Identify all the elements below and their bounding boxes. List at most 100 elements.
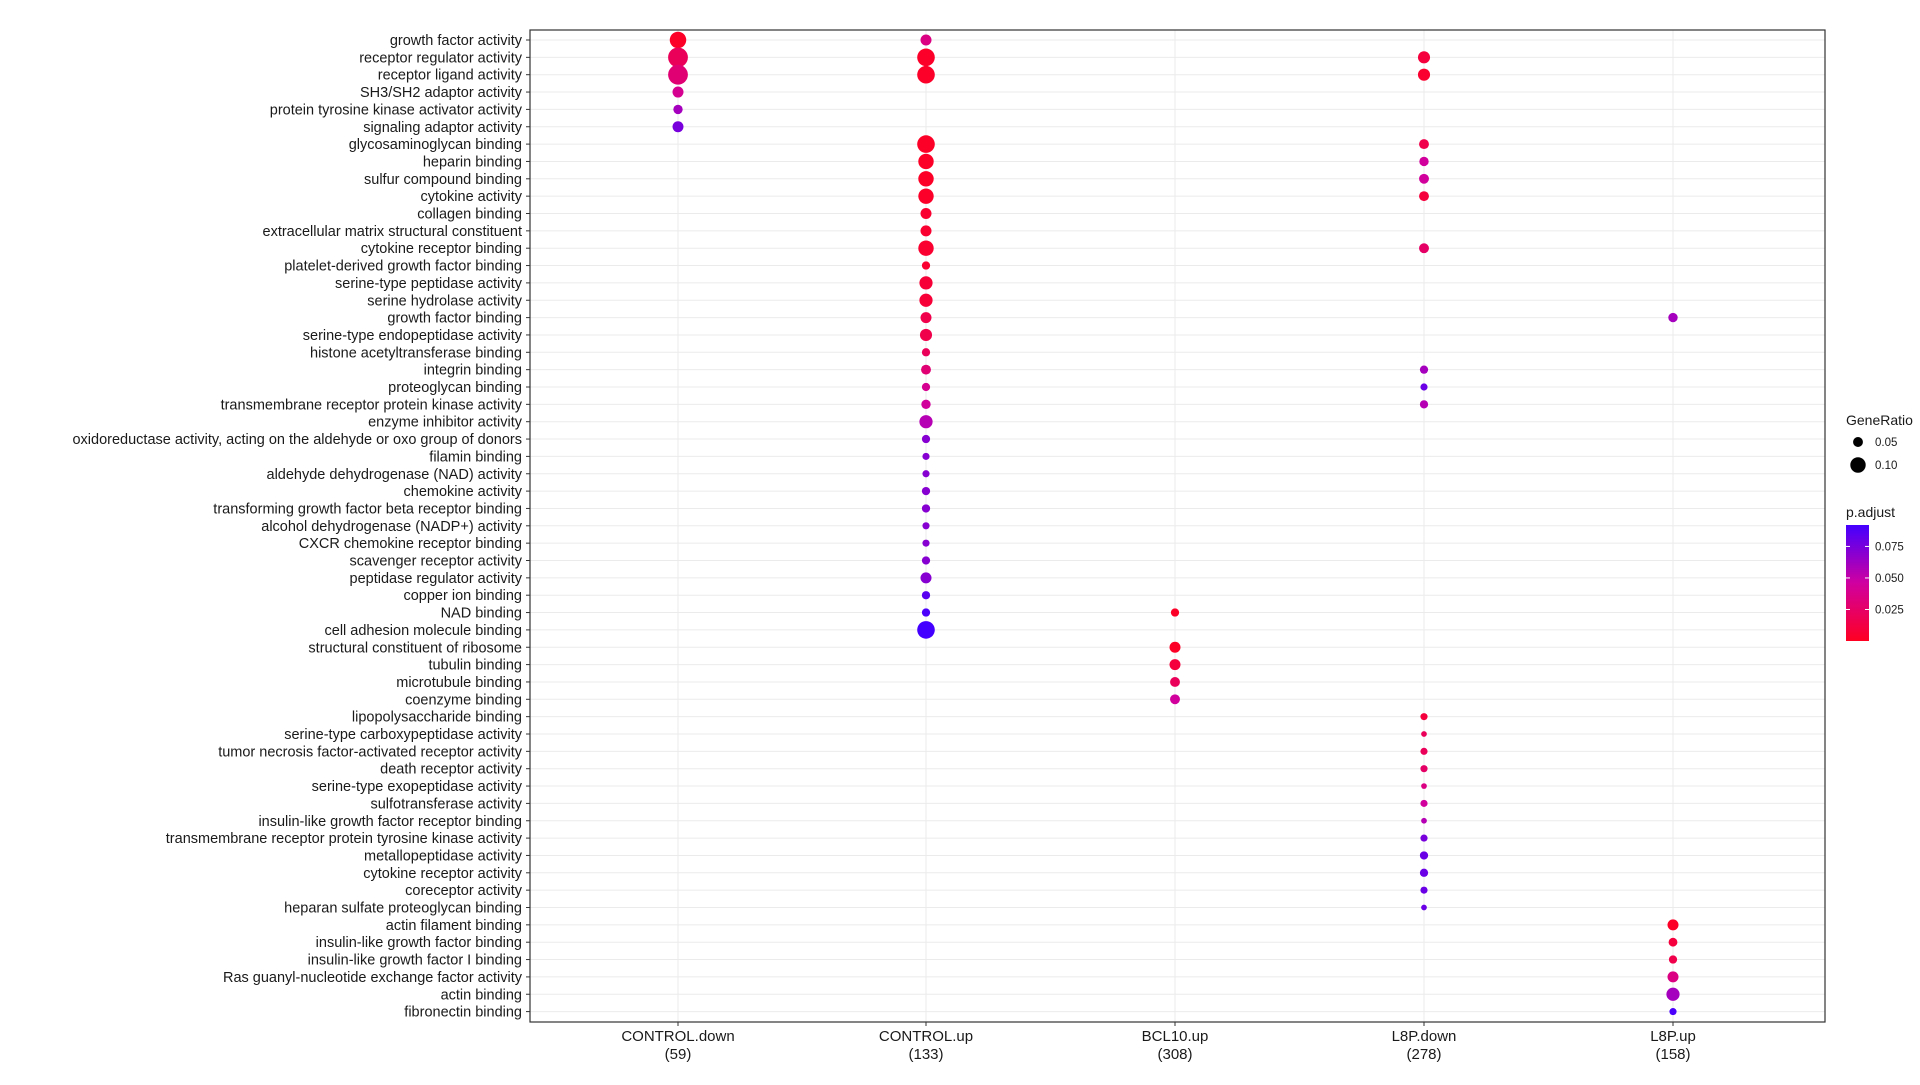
y-tick-label: structural constituent of ribosome: [308, 640, 522, 656]
data-point: [918, 171, 934, 187]
data-point: [1419, 173, 1429, 184]
data-point: [1668, 955, 1678, 964]
data-point: [1420, 834, 1428, 842]
color-legend-label: 0.025: [1875, 604, 1904, 616]
data-point: [1417, 68, 1431, 81]
y-tick-label: insulin-like growth factor receptor bind…: [258, 814, 522, 830]
y-tick-label: growth factor binding: [387, 311, 522, 327]
y-tick-label: insulin-like growth factor binding: [316, 935, 522, 951]
legends: GeneRatio 0.05 0.10 p.adjust 0.025 0.050 0.075: [1846, 412, 1913, 641]
data-point: [1170, 677, 1180, 687]
data-point: [921, 382, 931, 392]
data-point: [919, 415, 933, 429]
x-tick-label: CONTROL.up: [879, 1028, 973, 1045]
y-tick-label: tumor necrosis factor-activated receptor…: [218, 744, 523, 760]
data-point: [1420, 765, 1428, 773]
y-tick-label: SH3/SH2 adaptor activity: [360, 85, 523, 101]
data-point: [1170, 608, 1180, 617]
size-legend-key: [1853, 437, 1863, 447]
data-point: [1421, 783, 1427, 789]
data-point: [1419, 139, 1429, 150]
x-tick-label: CONTROL.down: [621, 1028, 734, 1045]
color-legend-title: p.adjust: [1846, 504, 1895, 520]
data-point: [1419, 365, 1429, 374]
data-point: [1419, 156, 1429, 167]
data-point: [1170, 694, 1180, 705]
data-point: [1169, 659, 1181, 671]
data-point: [920, 208, 932, 219]
data-point: [918, 240, 934, 256]
x-axis-labels: CONTROL.down(59)CONTROL.up(133)BCL10.up(…: [621, 1022, 1696, 1063]
data-point: [921, 399, 931, 410]
y-tick-label: actin filament binding: [386, 918, 522, 934]
y-tick-label: sulfur compound binding: [364, 172, 522, 188]
data-point: [1421, 731, 1427, 737]
data-point: [922, 539, 930, 547]
y-tick-label: glycosaminoglycan binding: [349, 137, 522, 153]
data-point: [1419, 400, 1429, 409]
y-tick-label: extracellular matrix structural constitu…: [263, 224, 523, 240]
y-tick-label: coreceptor activity: [405, 883, 523, 899]
y-tick-label: copper ion binding: [403, 588, 522, 604]
data-point: [921, 608, 931, 617]
data-point: [1420, 886, 1428, 894]
y-tick-label: peptidase regulator activity: [350, 571, 523, 587]
x-tick-count: (308): [1157, 1046, 1192, 1063]
data-point: [672, 121, 684, 133]
data-point: [918, 188, 934, 204]
size-legend-label: 0.05: [1875, 437, 1897, 449]
data-point: [1668, 937, 1678, 947]
data-point: [669, 31, 687, 49]
y-tick-label: cytokine receptor binding: [361, 241, 522, 257]
data-point: [921, 434, 931, 444]
data-point: [1419, 191, 1429, 202]
data-point: [1420, 747, 1428, 755]
y-tick-label: heparan sulfate proteoglycan binding: [284, 901, 522, 917]
data-point: [919, 293, 933, 307]
data-point: [917, 48, 935, 67]
data-point: [1421, 817, 1427, 824]
data-point: [1419, 851, 1429, 860]
data-point: [1421, 904, 1427, 911]
y-tick-label: histone acetyltransferase binding: [310, 345, 522, 361]
y-tick-label: cell adhesion molecule binding: [325, 623, 523, 639]
color-legend-label: 0.075: [1875, 541, 1904, 553]
y-tick-label: tubulin binding: [428, 658, 522, 674]
y-tick-label: lipopolysaccharide binding: [352, 710, 522, 726]
color-legend-label: 0.050: [1875, 573, 1904, 585]
data-point: [917, 65, 935, 84]
y-tick-label: proteoglycan binding: [388, 380, 522, 396]
x-tick-count: (133): [908, 1046, 943, 1063]
data-point: [1419, 243, 1429, 254]
data-point: [1420, 713, 1428, 721]
data-point: [922, 522, 930, 530]
y-tick-label: Ras guanyl-nucleotide exchange factor ac…: [223, 970, 523, 986]
data-point: [921, 486, 931, 496]
y-tick-label: cytokine activity: [420, 189, 522, 205]
data-point: [922, 470, 930, 478]
y-tick-label: serine-type exopeptidase activity: [312, 779, 523, 795]
y-tick-label: NAD binding: [441, 606, 522, 622]
data-point: [1420, 383, 1428, 391]
data-point: [921, 556, 931, 565]
y-tick-label: transforming growth factor beta receptor…: [213, 501, 522, 517]
data-point: [920, 34, 932, 46]
data-point: [921, 348, 931, 357]
y-tick-label: sulfotransferase activity: [370, 796, 522, 812]
y-tick-label: oxidoreductase activity, acting on the a…: [72, 432, 522, 448]
data-point: [917, 135, 935, 153]
size-legend-key: [1850, 457, 1866, 473]
data-point: [672, 86, 684, 98]
y-tick-label: metallopeptidase activity: [364, 848, 523, 864]
y-tick-label: heparin binding: [423, 154, 522, 170]
y-tick-label: growth factor activity: [390, 33, 523, 49]
data-point: [668, 64, 688, 85]
y-tick-label: serine-type endopeptidase activity: [303, 328, 523, 344]
data-point: [1419, 868, 1429, 877]
y-tick-label: coenzyme binding: [405, 692, 522, 708]
y-tick-label: enzyme inhibitor activity: [368, 415, 523, 431]
data-point: [917, 621, 935, 639]
data-point: [922, 452, 930, 460]
